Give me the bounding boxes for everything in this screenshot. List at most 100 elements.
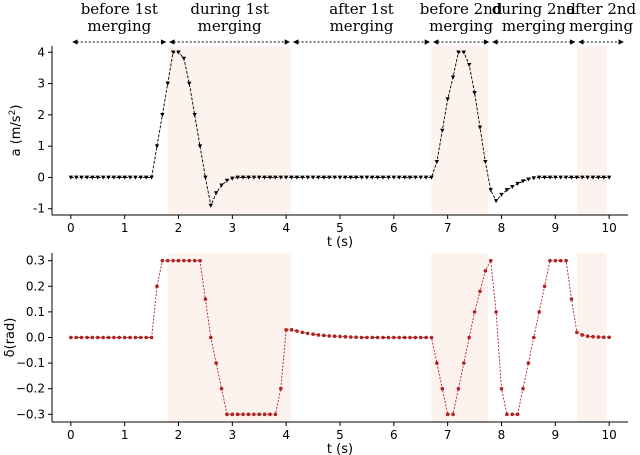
data-point: [155, 284, 159, 289]
data-point: [580, 333, 585, 337]
x-axis-label: t (s): [327, 235, 353, 250]
x-axis-label: t (s): [327, 442, 353, 455]
data-point: [197, 144, 203, 149]
x-tick-label: 6: [390, 428, 398, 442]
data-point: [332, 334, 337, 339]
phase-label: before 2nd: [420, 0, 503, 18]
shaded-region: [431, 253, 489, 422]
data-point: [84, 175, 90, 180]
data-point: [515, 181, 520, 186]
data-point: [408, 335, 412, 340]
data-point: [499, 192, 504, 197]
data-point: [208, 203, 214, 208]
data-point: [240, 175, 246, 180]
data-point: [251, 175, 257, 180]
phase-label: after 1st: [329, 0, 394, 18]
data-point: [112, 335, 116, 340]
phase-label: merging: [198, 17, 262, 35]
data-point: [542, 284, 547, 289]
data-point: [68, 175, 74, 180]
data-point: [138, 175, 144, 180]
data-point: [257, 175, 262, 180]
x-tick-label: 9: [552, 428, 560, 442]
data-point: [176, 258, 181, 263]
phase-label: merging: [330, 17, 394, 35]
x-tick-label: 0: [67, 221, 75, 235]
data-point: [413, 335, 418, 340]
data-point: [332, 175, 337, 180]
data-point: [289, 175, 294, 180]
data-point: [144, 335, 149, 340]
data-point: [364, 175, 370, 180]
x-tick-label: 10: [602, 221, 617, 235]
data-point: [504, 188, 510, 193]
data-point: [300, 330, 305, 335]
data-point: [95, 335, 100, 340]
data-point: [165, 258, 170, 263]
y-tick-label: −0.2: [16, 382, 45, 396]
data-point: [521, 386, 525, 391]
data-point: [563, 175, 569, 180]
x-tick-label: 2: [175, 428, 183, 442]
data-point: [74, 175, 79, 180]
y-tick-label: 4: [37, 45, 45, 59]
data-point: [284, 328, 288, 332]
data-point: [322, 333, 326, 338]
phase-label: merging: [502, 17, 566, 35]
data-point: [85, 335, 89, 340]
data-point: [187, 258, 192, 263]
data-point: [348, 175, 353, 180]
y-axis-label: a (m/s2): [8, 105, 24, 157]
data-point: [294, 175, 300, 180]
data-point: [225, 412, 229, 417]
series-line: [70, 51, 610, 208]
data-point: [456, 386, 461, 391]
data-point: [397, 335, 402, 340]
data-point: [365, 335, 369, 340]
shaded-region: [576, 46, 607, 215]
data-point: [429, 335, 434, 340]
x-tick-label: 3: [229, 428, 237, 442]
data-point: [354, 335, 358, 340]
data-point: [90, 175, 95, 180]
data-point: [440, 386, 445, 391]
data-point: [100, 175, 106, 180]
data-point: [548, 258, 552, 263]
x-tick-label: 0: [67, 428, 75, 442]
data-point: [74, 335, 79, 340]
x-tick-label: 7: [444, 428, 452, 442]
data-point: [505, 412, 509, 417]
data-point: [224, 178, 230, 183]
y-axis-label: δ(rad): [3, 318, 18, 358]
data-point: [435, 361, 439, 365]
x-tick-label: 1: [121, 428, 129, 442]
data-point: [192, 258, 197, 263]
data-point: [117, 175, 122, 180]
data-point: [450, 75, 456, 80]
data-point: [235, 412, 240, 417]
data-point: [257, 412, 262, 417]
data-point: [171, 258, 175, 263]
data-point: [547, 175, 553, 180]
data-point: [213, 191, 219, 196]
data-point: [310, 175, 316, 180]
data-point: [445, 412, 450, 417]
data-point: [386, 175, 391, 180]
data-point: [542, 175, 547, 180]
phase-label: merging: [87, 17, 151, 35]
data-point: [493, 199, 499, 204]
data-point: [273, 175, 278, 180]
data-point: [418, 335, 423, 340]
data-point: [111, 175, 117, 180]
data-point: [316, 175, 321, 180]
data-point: [343, 175, 348, 180]
shaded-region: [167, 46, 292, 215]
data-point: [472, 91, 477, 96]
data-point: [203, 297, 208, 301]
data-point: [392, 335, 396, 340]
data-point: [402, 175, 407, 180]
data-point: [289, 328, 294, 332]
data-point: [515, 412, 520, 417]
data-point: [386, 335, 391, 340]
